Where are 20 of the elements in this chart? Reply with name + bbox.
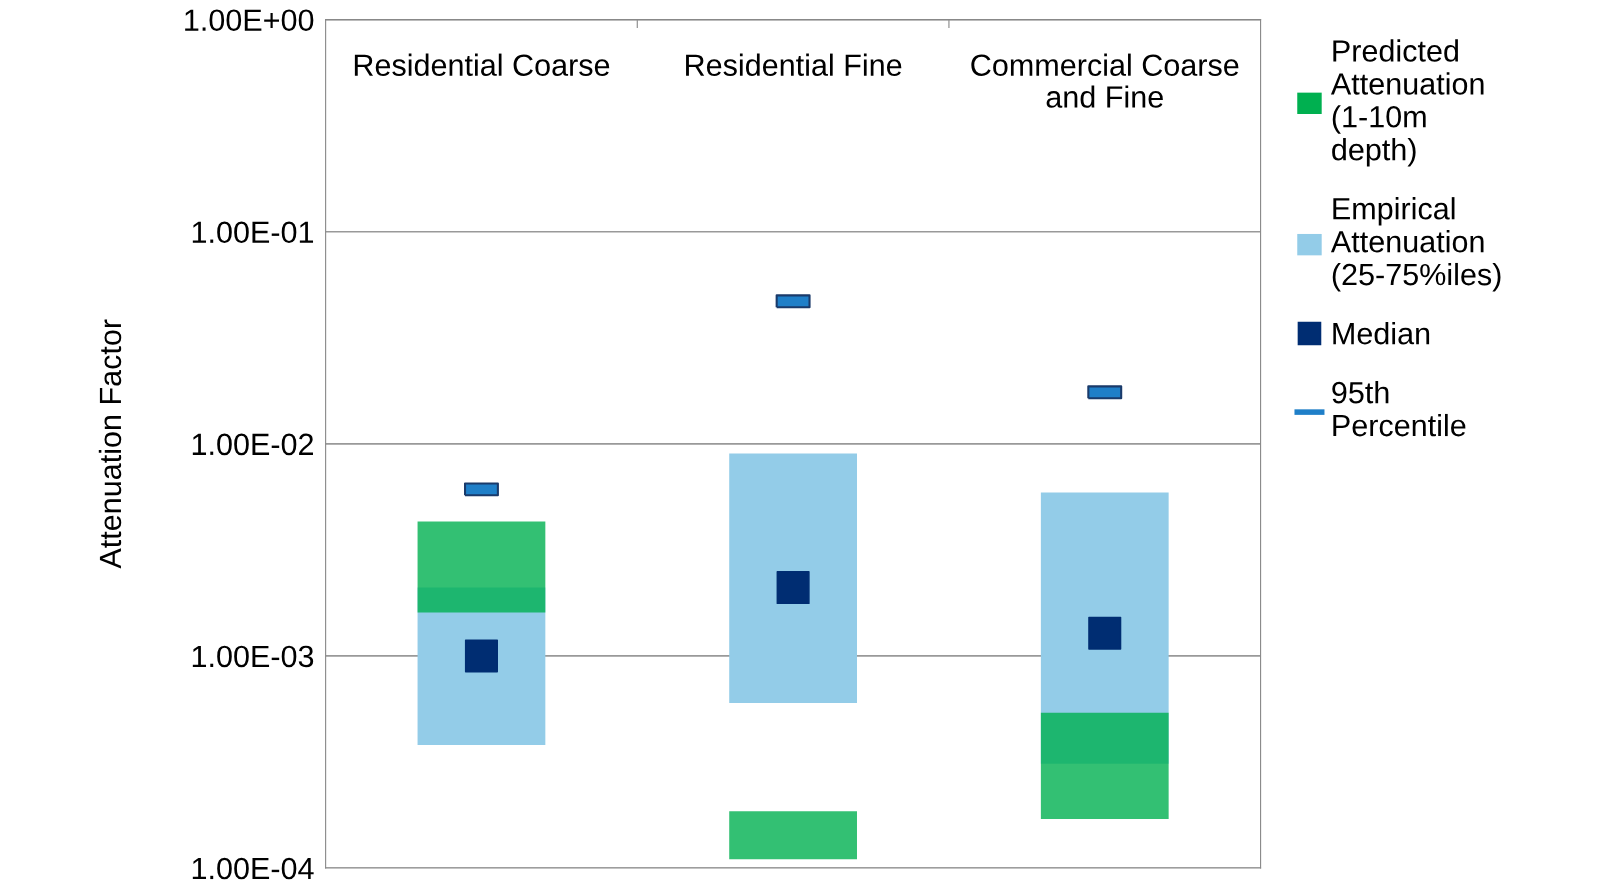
legend-label: 95th Percentile [1332, 381, 1466, 437]
point [1088, 616, 1122, 650]
y-tick-label: 1.00E-04 [192, 857, 314, 880]
y-axis-title: Attenuation Factor [98, 319, 122, 569]
bar [1040, 712, 1169, 820]
point [776, 571, 810, 605]
x-tick-label: Commercial Coarse and Fine [971, 53, 1239, 108]
legend-label: Empirical Attenuation (25-75%iles) [1330, 197, 1501, 292]
x-tick-label: Residential Coarse [354, 53, 610, 77]
x-tick-label: Residential Fine [686, 53, 902, 77]
y-tick-label: 1.00E-01 [192, 221, 314, 244]
legend-label: Median [1333, 321, 1430, 345]
bar [729, 453, 857, 703]
y-tick-label: 1.00E+00 [185, 9, 314, 32]
bar [417, 521, 546, 613]
y-tick-label: 1.00E-03 [192, 645, 314, 668]
bar [729, 811, 857, 860]
point [464, 639, 498, 673]
y-tick-label: 1.00E-02 [192, 433, 313, 456]
legend-label: Predicted Attenuation (1-10m depth) [1330, 39, 1484, 167]
